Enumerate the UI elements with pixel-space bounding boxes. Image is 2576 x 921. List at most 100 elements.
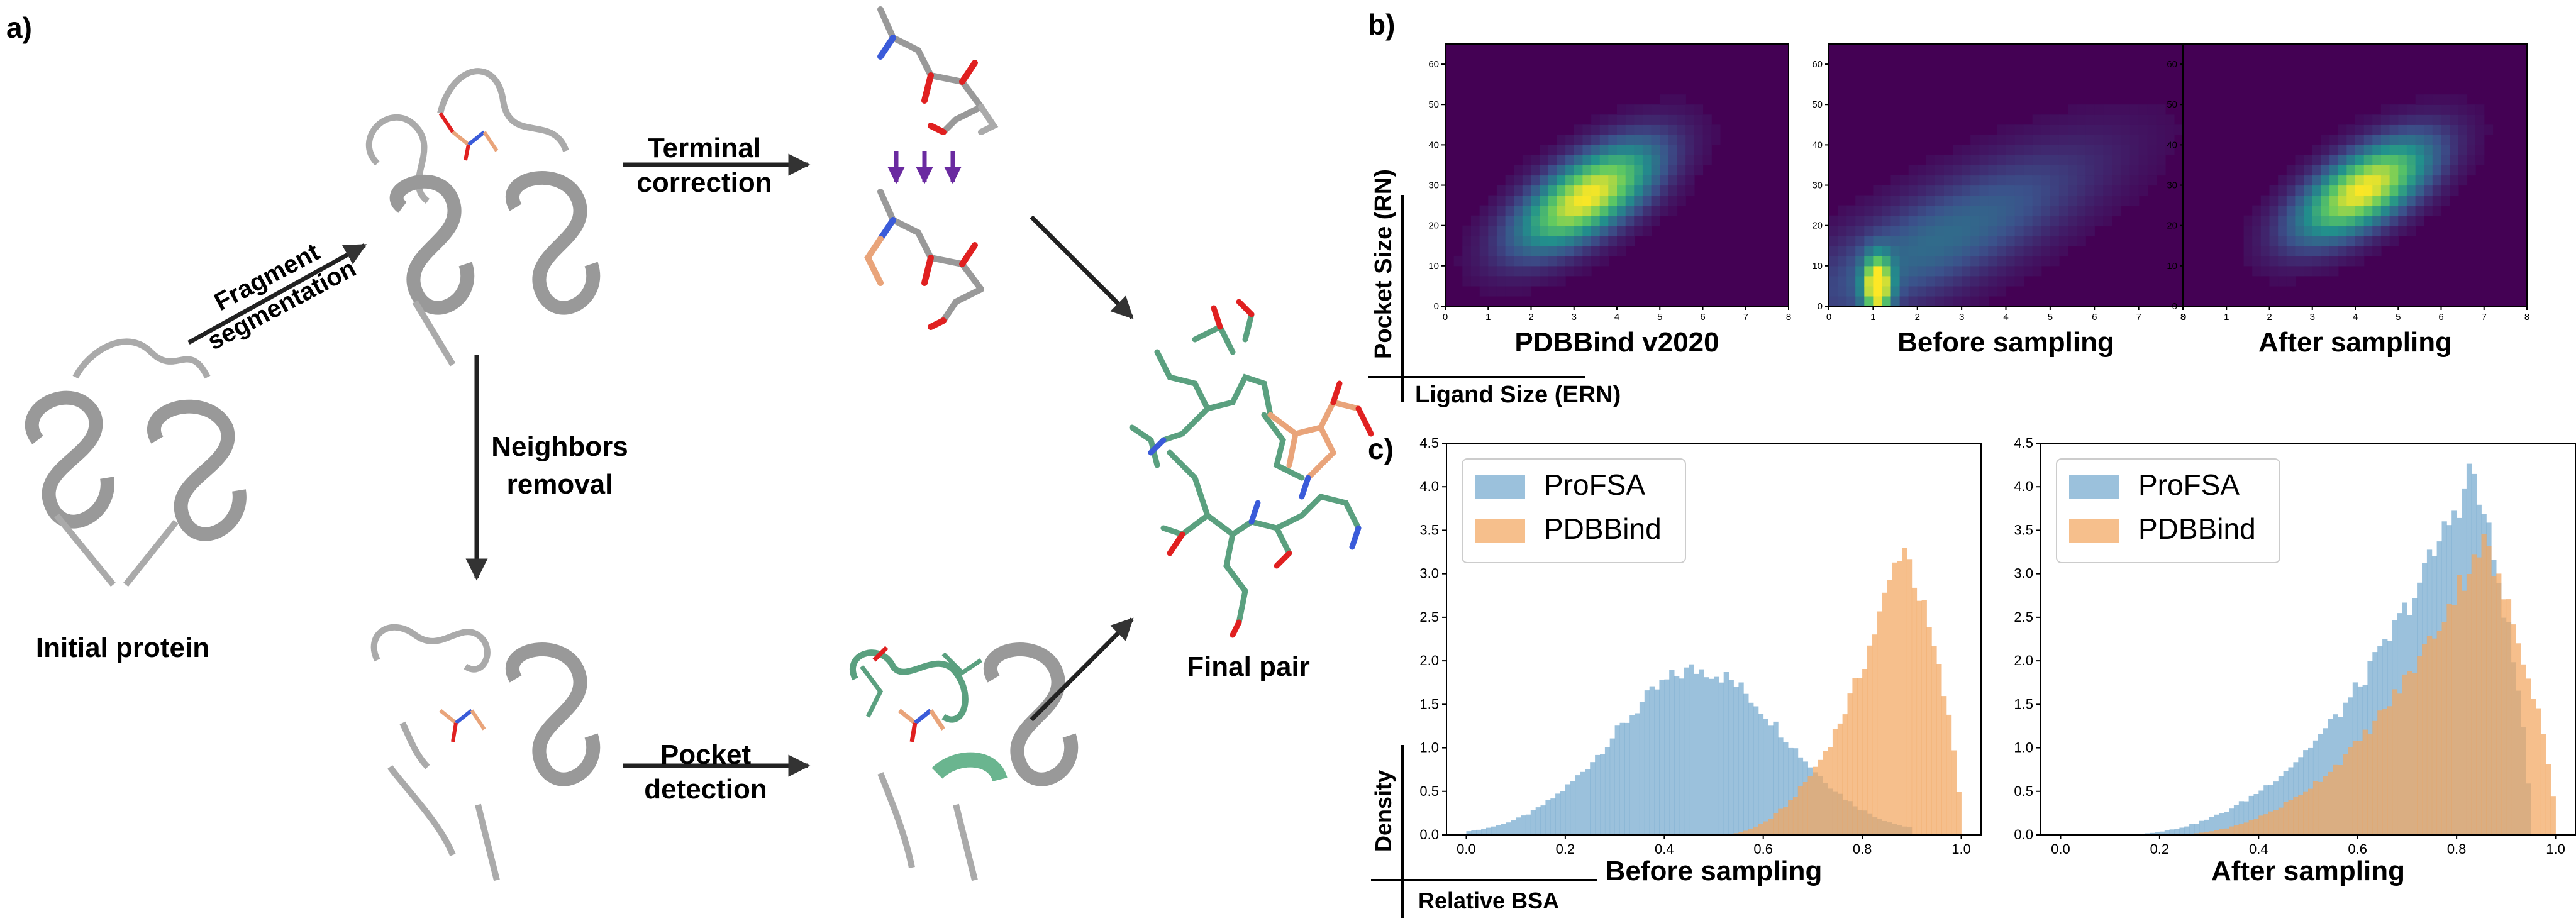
y-tick-label: 30 [2167, 180, 2177, 191]
heatmap-cell [1908, 285, 1918, 297]
heatmap-cell [2068, 155, 2077, 165]
heatmap-cell [1668, 155, 1678, 165]
heatmap-cell [2441, 94, 2450, 105]
heatmap-cell [2286, 265, 2296, 277]
heatmap-cell [1979, 175, 1989, 186]
heatmap-cell [2252, 205, 2262, 216]
heatmap-cell [1599, 135, 1609, 145]
heatmap-cell [2121, 104, 2131, 115]
heatmap-cell [2094, 135, 2104, 145]
heatmap-cell [1882, 235, 1892, 246]
histogram-bar [1807, 776, 1813, 835]
heatmap-cell [1944, 205, 1953, 216]
histogram-bar [2263, 814, 2269, 835]
heatmap-cell [2286, 255, 2296, 267]
heatmap-cell [2415, 114, 2424, 125]
heatmap-cell [1962, 145, 1971, 155]
histogram-bar [2545, 764, 2551, 835]
heatmap-cell [2058, 245, 2068, 256]
heatmap-cell [1548, 235, 1558, 246]
heatmap-cell [1608, 135, 1618, 145]
heatmap-cell [2398, 185, 2407, 196]
heatmap-cell [1479, 205, 1489, 216]
heatmap-cell [2458, 165, 2468, 176]
heatmap-cell [1582, 175, 1592, 186]
heatmap-cell [1617, 124, 1626, 135]
heatmap-cell [2346, 175, 2356, 186]
histogram-bar [1614, 725, 1620, 835]
x-tick-label: 0.6 [1753, 841, 1773, 857]
histogram-bar [1916, 600, 1922, 835]
heatmap-cell [1829, 245, 1838, 256]
heatmap-cell [2094, 185, 2104, 196]
heatmap-cell [2077, 114, 2086, 125]
heatmap-cell [1873, 205, 1883, 216]
heatmap-cell [1617, 225, 1626, 236]
heatmap-cell [2389, 135, 2399, 145]
heatmap-cell [1829, 296, 1838, 307]
heatmap-cell [1634, 185, 1643, 196]
heatmap-cell [1926, 215, 1936, 226]
heatmap-cell [1944, 245, 1953, 256]
heatmap-cell [2041, 175, 2051, 186]
heatmap-cell [1917, 225, 1927, 236]
heatmap-cell [1970, 296, 1980, 307]
heatmap-cell [1979, 155, 1989, 165]
heatmap-cell [2058, 175, 2068, 186]
heatmap-cell [1642, 104, 1652, 115]
heatmap-cell [1599, 165, 1609, 176]
heatmap-cell [2041, 135, 2051, 145]
heatmap-cell [2269, 205, 2279, 216]
heatmap-cell [2014, 215, 2024, 226]
heatmap-cell [2014, 165, 2024, 176]
heatmap-cell [2103, 135, 2112, 145]
heatmap-cell [1997, 135, 2007, 145]
heatmap-cell [1855, 255, 1865, 267]
heatmap-cell [1625, 114, 1635, 125]
heatmap-cell [1488, 195, 1497, 206]
heatmap-cell [1979, 215, 1989, 226]
heatmap-cell [2398, 145, 2407, 155]
heatmap-cell [2346, 135, 2356, 145]
heatmap-cell [1557, 265, 1566, 277]
heatmap-cell [1899, 245, 1909, 256]
heatmap-cell [2432, 165, 2442, 176]
heatmap-cell [1979, 145, 1989, 155]
heatmap-cell [2372, 165, 2382, 176]
segmented-protein-structure [366, 68, 601, 367]
heatmap-cell [2068, 225, 2077, 236]
heatmap-cell [1908, 165, 1918, 176]
heatmap-cell [2432, 185, 2442, 196]
heatmap-cell [1470, 215, 1480, 226]
neighbors-label-line2: removal [507, 469, 613, 500]
heatmap-cell [1873, 265, 1883, 277]
histogram-bar [2451, 605, 2457, 835]
heatmap-cell [1617, 175, 1626, 186]
heatmap-cell [2278, 205, 2287, 216]
heatmap-cell [1540, 185, 1549, 196]
heatmap-cell [1917, 195, 1927, 206]
heatmap-cell [1882, 185, 1892, 196]
histogram-bar [2273, 810, 2279, 835]
histogram-bar [2446, 604, 2452, 835]
histogram-bar [2343, 754, 2348, 835]
heatmap-cell [1829, 265, 1838, 277]
histogram-bar [1516, 817, 1521, 835]
heatmap-cell [2475, 124, 2485, 135]
heatmap-cell [1599, 114, 1609, 125]
heatmap-cell [1651, 165, 1660, 176]
heatmap-cell [2094, 165, 2104, 176]
heatmap-cell [1694, 114, 1704, 125]
heatmap-cell [2432, 205, 2442, 216]
heatmap-cell [2121, 155, 2131, 165]
histogram-bar [1530, 810, 1536, 835]
peptide-fragment-top [877, 6, 999, 135]
heatmap-cell [2304, 205, 2313, 216]
heatmap-cell [1617, 135, 1626, 145]
histogram-bar [2229, 826, 2235, 835]
heatmap-cell [2269, 245, 2279, 256]
heatmap-cell [2156, 145, 2166, 155]
y-tick-label: 0.0 [1419, 827, 1439, 842]
heatmap-cell [1625, 225, 1635, 236]
